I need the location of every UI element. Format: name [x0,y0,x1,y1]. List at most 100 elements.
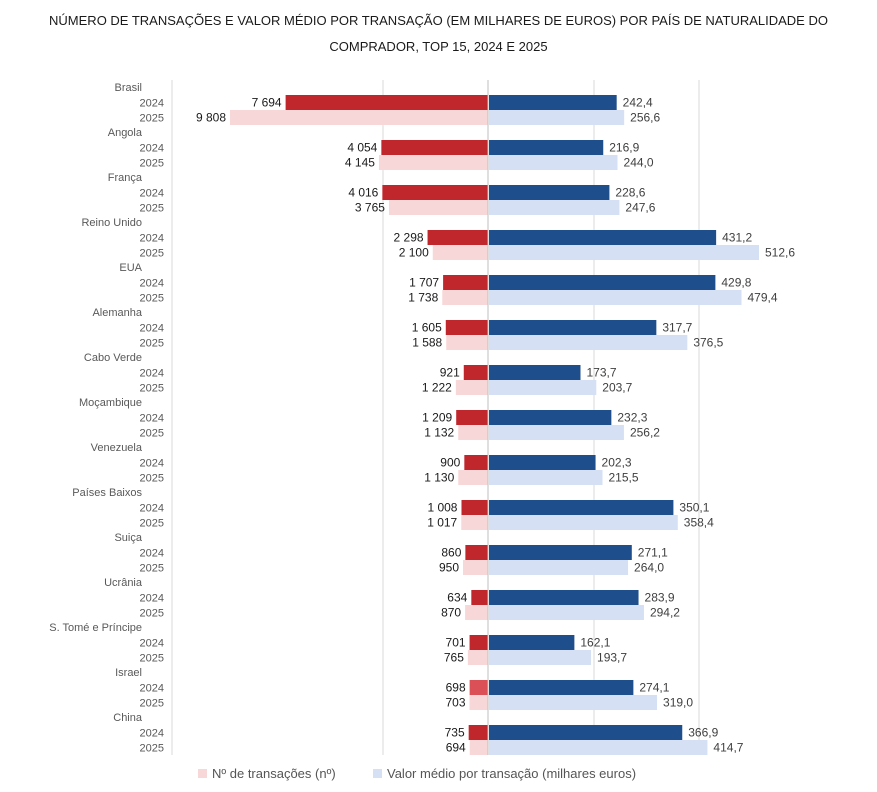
transactions-data-label: 950 [439,561,459,575]
year-label: 2025 [140,653,164,665]
value-data-label: 247,6 [625,201,655,215]
value-data-label: 215,5 [609,471,639,485]
year-label: 2025 [140,698,164,710]
year-label: 2024 [140,143,164,155]
value-data-label: 431,2 [722,231,752,245]
value-bar [489,290,742,305]
transactions-bar [446,335,488,350]
value-data-label: 193,7 [597,651,627,665]
legend-item-value: Valor médio por transação (milhares euro… [373,766,636,781]
transactions-bar [378,155,488,170]
transactions-data-label: 2 298 [394,231,424,245]
value-data-label: 242,4 [623,96,653,110]
transactions-bar [443,275,488,290]
country-label: EUA [119,262,142,274]
transactions-bar [427,230,488,245]
legend-item-transactions: Nº de transações (nº) [198,766,336,781]
year-label: 2024 [140,98,164,110]
transactions-bar [469,695,488,710]
year-label: 2024 [140,278,164,290]
value-data-label: 294,2 [650,606,680,620]
value-bar [489,590,639,605]
value-bar [489,365,581,380]
value-data-label: 376,5 [693,336,723,350]
value-bar [489,95,617,110]
transactions-bar [285,95,488,110]
chart-title-line-1: NÚMERO DE TRANSAÇÕES E VALOR MÉDIO POR T… [49,13,828,28]
year-label: 2024 [140,593,164,605]
value-bar [489,470,603,485]
value-data-label: 256,6 [630,111,660,125]
country-label: Ucrânia [104,577,143,589]
year-label: 2025 [140,563,164,575]
value-bar [489,650,592,665]
value-bar [489,695,658,710]
value-bar [489,185,610,200]
year-label: 2025 [140,518,164,530]
transactions-data-label: 860 [441,546,461,560]
transactions-bar [432,245,488,260]
legend-label-value: Valor médio por transação (milhares euro… [387,766,637,781]
transactions-data-label: 9 808 [196,111,226,125]
transactions-bar [455,380,488,395]
year-label: 2024 [140,503,164,515]
value-data-label: 203,7 [602,381,632,395]
value-data-label: 271,1 [638,546,668,560]
year-label: 2025 [140,428,164,440]
country-label: Angola [108,127,143,139]
country-label: França [108,172,143,184]
transactions-bar [230,110,488,125]
country-label: S. Tomé e Príncipe [49,622,142,634]
transactions-data-label: 698 [446,681,466,695]
year-label: 2024 [140,728,164,740]
year-label: 2024 [140,683,164,695]
value-bar [489,200,620,215]
transactions-data-label: 870 [441,606,461,620]
transactions-data-label: 1 132 [424,426,454,440]
transactions-bar [456,410,488,425]
value-bar [489,110,625,125]
transactions-bar [465,605,488,620]
transactions-bar [388,200,488,215]
country-label: Israel [115,667,142,679]
transactions-data-label: 7 694 [252,96,282,110]
country-label: Reino Unido [81,217,142,229]
value-data-label: 232,3 [617,411,647,425]
transactions-data-label: 703 [445,696,465,710]
transactions-data-label: 1 222 [422,381,452,395]
transactions-bar [469,635,488,650]
value-data-label: 414,7 [713,741,743,755]
value-data-label: 274,1 [639,681,669,695]
value-data-label: 512,6 [765,246,795,260]
year-label: 2025 [140,113,164,125]
transactions-data-label: 1 605 [412,321,442,335]
year-label: 2025 [140,743,164,755]
value-data-label: 283,9 [645,591,675,605]
year-label: 2025 [140,383,164,395]
transactions-data-label: 1 707 [409,276,439,290]
transactions-data-label: 900 [440,456,460,470]
country-label: Cabo Verde [84,352,142,364]
transactions-data-label: 1 209 [422,411,452,425]
transactions-data-label: 2 100 [399,246,429,260]
legend-swatch-transactions [198,769,207,778]
transactions-bar [445,320,488,335]
year-label: 2024 [140,188,164,200]
transactions-data-label: 694 [446,741,466,755]
value-data-label: 350,1 [679,501,709,515]
value-bar [489,455,596,470]
legend-label-transactions: Nº de transações (nº) [212,766,336,781]
transactions-bar [442,290,488,305]
value-bar [489,635,575,650]
transactions-bar [469,680,488,695]
transactions-data-label: 1 738 [408,291,438,305]
country-label: Alemanha [92,307,142,319]
transactions-bar [468,725,488,740]
year-label: 2025 [140,293,164,305]
year-label: 2024 [140,323,164,335]
transactions-data-label: 1 017 [427,516,457,530]
value-bar [489,725,683,740]
country-label: Brasil [114,82,142,94]
value-data-label: 479,4 [748,291,778,305]
